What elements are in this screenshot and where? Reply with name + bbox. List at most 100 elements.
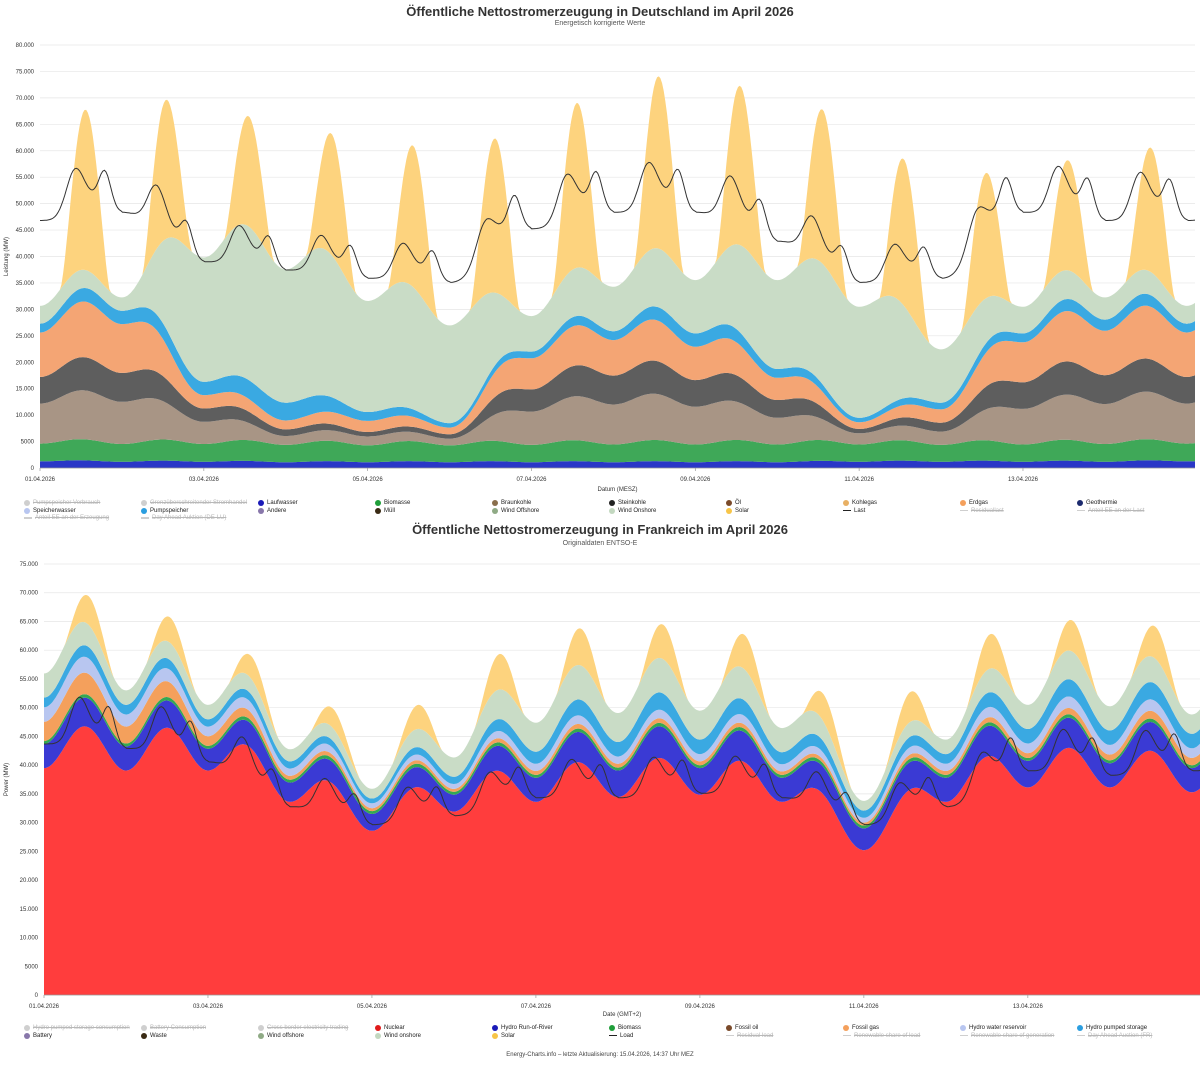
- plot-area[interactable]: 0 5000 10.000 15.000 20.000 25.000 30.000 35.00…: [0, 520, 1200, 1025]
- legend-item[interactable]: Speicherwasser: [24, 507, 76, 514]
- x-axis-title: Datum (MESZ): [597, 487, 637, 493]
- legend-label: Steinkohle: [618, 500, 647, 506]
- legend-item[interactable]: Hydro pumped storage: [1077, 1025, 1147, 1031]
- legend-label: Wind offshore: [267, 1032, 304, 1039]
- legend-item[interactable]: Renewable share of generation: [960, 1033, 1054, 1039]
- chart-title: Öffentliche Nettostromerzeugung in Frank…: [412, 522, 788, 537]
- legend-item[interactable]: Load: [609, 1033, 633, 1039]
- legend-item[interactable]: Anteil EE an der Last: [1077, 508, 1144, 514]
- legend-item[interactable]: Nuclear: [375, 1025, 405, 1031]
- legend-item[interactable]: Day Ahead Auction (FR): [1077, 1033, 1152, 1039]
- legend-item[interactable]: Pumpspeicher: [141, 507, 188, 514]
- legend-dot-icon: [375, 1032, 381, 1039]
- legend-item[interactable]: Hydro Run-of-River: [492, 1025, 553, 1031]
- legend-item[interactable]: Residuallast: [960, 508, 1004, 514]
- legend-item[interactable]: Battery: [24, 1032, 52, 1039]
- legend-label: Day Ahead Auction (FR): [1088, 1032, 1153, 1039]
- chart-germany: Öffentliche Nettostromerzeugung in Deuts…: [0, 0, 1200, 525]
- legend-dot-icon: [141, 500, 147, 506]
- legend-label: Fossil oil: [735, 1025, 759, 1031]
- legend-item[interactable]: Erdgas: [960, 500, 988, 506]
- legend-label: Wind onshore: [384, 1032, 422, 1039]
- x-tick-label: 05.04.2026: [353, 477, 384, 483]
- legend-dot-icon: [258, 500, 264, 506]
- plot-area[interactable]: 0 5000 10.000 15.000 20.000 25.000 30.000 35.00…: [0, 0, 1200, 500]
- y-tick-label: 20.000: [16, 360, 35, 366]
- area-steinkohle: [40, 357, 1195, 439]
- legend-label: Hydro Run-of-River: [501, 1025, 553, 1031]
- legend-label: Pumpspeicher Verbrauch: [33, 500, 101, 506]
- legend-dot-icon: [1077, 500, 1083, 506]
- legend-dot-icon: [726, 507, 732, 514]
- x-tick-label: 07.04.2026: [521, 1004, 552, 1010]
- legend-item[interactable]: Day Ahead Auktion (DE-LU): [141, 515, 226, 521]
- legend-item[interactable]: Braunkohle: [492, 500, 531, 506]
- legend-dot-icon: [24, 507, 30, 514]
- legend: Hydro pumped storage consumption Battery …: [24, 1025, 1194, 1049]
- y-tick-label: 75.000: [16, 69, 35, 75]
- legend-item[interactable]: Last: [843, 508, 865, 514]
- y-tick-label: 0: [31, 466, 35, 472]
- x-tick-label: 11.04.2026: [844, 477, 874, 483]
- legend-item[interactable]: Fossil oil: [726, 1025, 758, 1031]
- legend-item[interactable]: Wind Offshore: [492, 507, 539, 514]
- y-tick-label: 50.000: [16, 202, 35, 208]
- legend-item[interactable]: Geothermie: [1077, 500, 1117, 506]
- legend-item[interactable]: Hydro pumped storage consumption: [24, 1025, 130, 1031]
- legend-dot-icon: [609, 507, 615, 514]
- legend-label: Fossil gas: [852, 1025, 880, 1031]
- legend-item[interactable]: Wind onshore: [375, 1032, 422, 1039]
- legend-item[interactable]: Waste: [141, 1032, 167, 1039]
- legend-label: Last: [854, 507, 866, 514]
- legend-item[interactable]: Andere: [258, 507, 286, 514]
- legend-item[interactable]: Grenzüberschreitender Stromhandel: [141, 500, 247, 506]
- y-tick-label: 40.000: [20, 763, 39, 769]
- legend-label: Anteil EE an der Erzeugung: [35, 515, 110, 521]
- legend-label: Hydro pumped storage: [1086, 1025, 1148, 1031]
- legend-label: Geothermie: [1086, 500, 1118, 506]
- legend-item[interactable]: Fossil gas: [843, 1025, 879, 1031]
- legend-item[interactable]: Kohlegas: [843, 500, 877, 506]
- legend-item[interactable]: Pumpspeicher Verbrauch: [24, 500, 100, 506]
- legend-label: Nuclear: [384, 1025, 405, 1031]
- legend-item[interactable]: Anteil EE an der Erzeugung: [24, 515, 109, 521]
- y-tick-label: 15.000: [20, 907, 39, 913]
- legend-item[interactable]: Wind offshore: [258, 1032, 304, 1039]
- legend-item[interactable]: Cross border electricity trading: [258, 1025, 348, 1031]
- y-tick-label: 60.000: [20, 648, 39, 654]
- legend-item[interactable]: Solar: [492, 1032, 515, 1039]
- x-axis: 01.04.2026 03.04.2026 05.04.2026 07.04.2026…: [25, 467, 1195, 483]
- legend-item[interactable]: Biomass: [609, 1025, 641, 1031]
- x-tick-label: 03.04.2026: [193, 1004, 224, 1010]
- x-axis: 01.04.2026 03.04.2026 05.04.2026 07.04.2026…: [29, 994, 1200, 1010]
- legend-label: Renewable share of generation: [971, 1032, 1055, 1039]
- legend-label: Renewable share of load: [854, 1032, 921, 1039]
- legend-item[interactable]: Steinkohle: [609, 500, 646, 506]
- legend-line-icon: [24, 517, 32, 519]
- legend-dot-icon: [141, 1025, 147, 1031]
- legend-item[interactable]: Biomasse: [375, 500, 410, 506]
- legend-item[interactable]: Wind Onshore: [609, 507, 656, 514]
- x-tick-label: 13.04.2026: [1008, 477, 1039, 483]
- legend-dot-icon: [141, 1032, 147, 1039]
- x-tick-label: 07.04.2026: [516, 477, 547, 483]
- y-tick-label: 55.000: [20, 677, 39, 683]
- legend-item[interactable]: Laufwasser: [258, 500, 298, 506]
- y-tick-label: 0: [35, 993, 39, 999]
- legend-item[interactable]: Renewable share of load: [843, 1033, 920, 1039]
- legend-item[interactable]: Residual load: [726, 1033, 773, 1039]
- legend-item[interactable]: Müll: [375, 507, 395, 514]
- legend-line-icon: [141, 517, 149, 519]
- chart-subtitle: Energetisch korrigierte Werte: [554, 20, 646, 27]
- legend-item[interactable]: Hydro water reservoir: [960, 1025, 1026, 1031]
- legend-dot-icon: [609, 500, 615, 506]
- legend-item[interactable]: Öl: [726, 500, 741, 506]
- legend-item[interactable]: Solar: [726, 507, 749, 514]
- area-fossil-gas: [44, 672, 1200, 826]
- legend-item[interactable]: Battery Consumption: [141, 1025, 206, 1031]
- legend-label: Biomasse: [384, 500, 411, 506]
- y-tick-label: 65.000: [20, 619, 39, 625]
- area-biomasse: [40, 439, 1195, 463]
- legend-dot-icon: [24, 500, 30, 506]
- legend-dot-icon: [492, 1025, 498, 1031]
